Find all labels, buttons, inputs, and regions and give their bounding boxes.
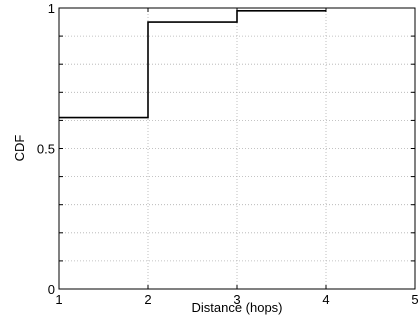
series-layer [59,10,326,119]
cdf-series-line [59,10,326,119]
x-tick-labels: 1 2 3 4 5 [55,292,418,307]
x-tick-label: 4 [322,292,329,307]
tick-marks [58,8,416,289]
y-tick-label: 1 [48,1,55,16]
x-tick-label: 5 [411,292,418,307]
y-tick-label: 0 [48,282,55,297]
y-axis-label: CDF [12,135,27,162]
y-tick-labels: 00.51 [37,1,55,297]
x-tick-label: 2 [144,292,151,307]
x-tick-label: 1 [55,292,62,307]
y-tick-label: 0.5 [37,142,55,157]
x-axis-label: Distance (hops) [191,300,282,315]
x-tick-label: 3 [233,292,240,307]
grid-lines [59,8,415,289]
